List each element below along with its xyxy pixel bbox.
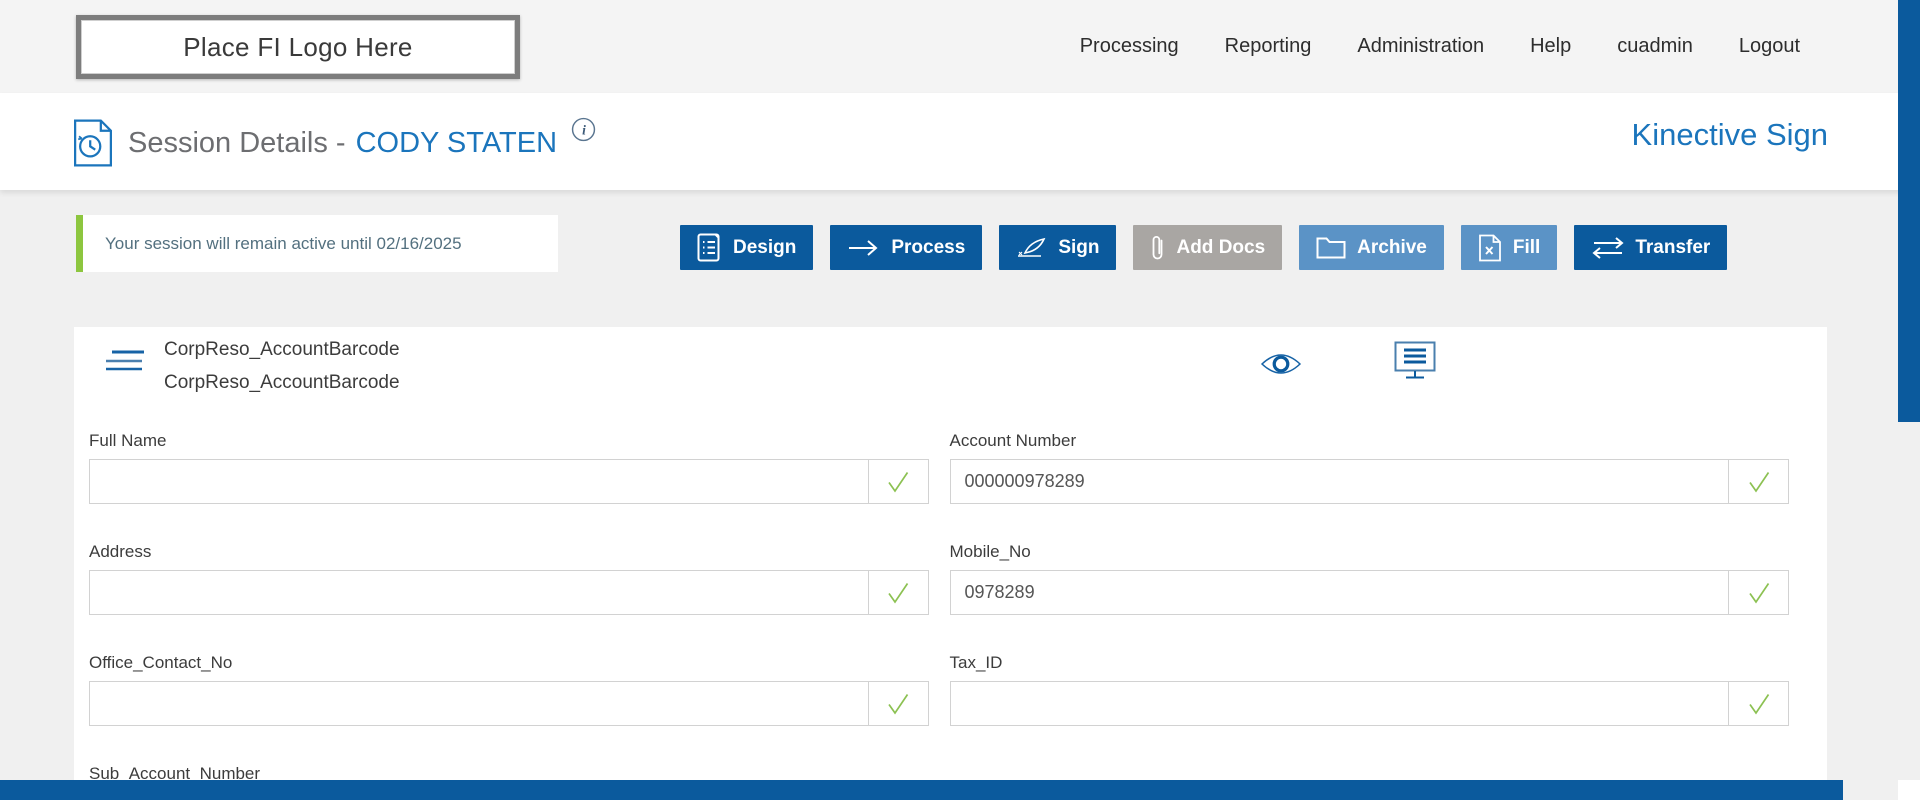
field-label: Account Number — [949, 431, 1077, 450]
document-titles: CorpReso_AccountBarcode CorpReso_Account… — [164, 333, 400, 399]
valid-check-icon — [867, 682, 928, 725]
design-button[interactable]: Design — [680, 225, 814, 270]
session-notice-text: Your session will remain active until 02… — [105, 233, 462, 253]
archive-button[interactable]: Archive — [1299, 225, 1444, 270]
fi-logo-text: Place FI Logo Here — [183, 31, 413, 62]
field-account-number: Account Number — [949, 431, 1789, 504]
document-title-line1: CorpReso_AccountBarcode — [164, 339, 400, 360]
valid-check-icon — [1728, 571, 1788, 614]
account-number-input[interactable] — [950, 460, 1728, 503]
valid-check-icon — [1728, 682, 1788, 725]
action-button-label: Add Docs — [1176, 236, 1266, 258]
signature-pen-icon — [1016, 237, 1047, 259]
sign-button[interactable]: Sign — [999, 225, 1117, 270]
field-label: Mobile_No — [949, 542, 1031, 561]
nav-item-reporting[interactable]: Reporting — [1224, 35, 1312, 57]
info-icon[interactable]: i — [571, 117, 596, 147]
action-button-label: Archive — [1357, 236, 1427, 258]
field-label: Sub_Account_Number — [89, 764, 261, 783]
valid-check-icon — [867, 460, 928, 503]
field-tax-id: Tax_ID — [949, 653, 1789, 726]
action-button-label: Design — [733, 236, 797, 258]
horizontal-scrollbar-thumb[interactable] — [0, 780, 1843, 800]
document-panel: CorpReso_AccountBarcode CorpReso_Account… — [74, 327, 1827, 800]
field-label: Tax_ID — [949, 653, 1003, 672]
page-title: Session Details - — [128, 127, 346, 159]
menu-icon[interactable] — [104, 347, 148, 382]
transfer-arrows-icon — [1591, 236, 1624, 259]
valid-check-icon — [1728, 460, 1788, 503]
action-toolbar: Design Process Sign Add Docs Archive Fill Tran… — [680, 225, 1728, 270]
arrow-right-icon — [847, 239, 880, 257]
office-contact-no-input[interactable] — [90, 682, 868, 725]
fill-document-icon — [1478, 234, 1502, 262]
nav-item-processing[interactable]: Processing — [1079, 35, 1179, 57]
action-button-label: Process — [891, 236, 966, 258]
nav-item-cuadmin[interactable]: cuadmin — [1617, 35, 1693, 57]
nav-item-logout[interactable]: Logout — [1738, 35, 1800, 57]
nav-item-help[interactable]: Help — [1530, 35, 1572, 57]
design-icon — [697, 233, 722, 262]
page-header: Session Details - CODY STATEN i Kinectiv… — [0, 93, 1920, 190]
field-mobile-no: Mobile_No — [949, 542, 1789, 615]
session-notice: Your session will remain active until 02… — [76, 215, 558, 272]
fi-logo-placeholder: Place FI Logo Here — [76, 15, 520, 79]
field-office-contact-no: Office_Contact_No — [89, 653, 929, 726]
paperclip-icon — [1150, 234, 1165, 262]
scrollbar-corner — [1898, 780, 1920, 800]
vertical-scrollbar-thumb[interactable] — [1898, 0, 1920, 422]
field-address: Address — [89, 542, 929, 615]
valid-check-icon — [867, 571, 928, 614]
svg-text:i: i — [582, 123, 586, 138]
session-name-link[interactable]: CODY STATEN — [355, 127, 558, 159]
monitor-icon[interactable] — [1394, 341, 1436, 384]
field-label: Address — [89, 542, 152, 561]
tax-id-input[interactable] — [950, 682, 1728, 725]
full-name-input[interactable] — [90, 460, 868, 503]
action-button-label: Fill — [1512, 236, 1541, 258]
vertical-scrollbar-track[interactable] — [1898, 0, 1920, 800]
address-input[interactable] — [90, 571, 868, 614]
field-label: Office_Contact_No — [89, 653, 233, 672]
mobile-no-input[interactable] — [950, 571, 1728, 614]
add-docs-button[interactable]: Add Docs — [1133, 225, 1283, 270]
nav-item-administration[interactable]: Administration — [1357, 35, 1485, 57]
folder-icon — [1316, 236, 1346, 259]
transfer-button[interactable]: Transfer — [1574, 225, 1728, 270]
eye-icon[interactable] — [1260, 351, 1302, 382]
document-title-line2: CorpReso_AccountBarcode — [164, 372, 400, 393]
top-bar: Place FI Logo Here Processing Reporting Ad… — [0, 0, 1920, 93]
field-label: Full Name — [89, 431, 167, 450]
session-doc-icon — [74, 119, 112, 172]
product-name: Kinective Sign — [1631, 117, 1828, 152]
action-button-label: Transfer — [1635, 236, 1711, 258]
fill-button[interactable]: Fill — [1460, 225, 1558, 270]
process-button[interactable]: Process — [830, 225, 983, 270]
form-fields: Full Name Account Number Address Mobile_No O… — [74, 425, 1827, 800]
action-button-label: Sign — [1058, 236, 1100, 258]
field-full-name: Full Name — [89, 431, 929, 504]
main-nav: Processing Reporting Administration Help cua… — [1080, 0, 1800, 93]
